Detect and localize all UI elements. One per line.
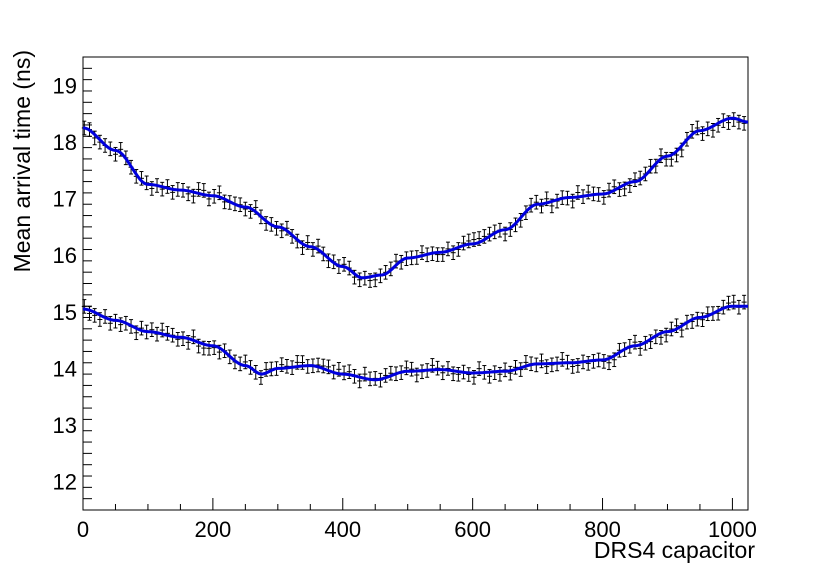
data-point [263, 216, 269, 231]
data-point [341, 257, 347, 272]
data-point [632, 172, 638, 187]
x-tick-label: 1000 [708, 517, 757, 542]
data-point [606, 182, 612, 198]
data-point [450, 366, 456, 382]
data-point [206, 340, 212, 356]
data-point [715, 305, 721, 321]
data-point [497, 366, 503, 382]
fit-curves [82, 116, 749, 382]
y-tick-label: 12 [53, 470, 77, 495]
x-tick-label: 800 [584, 517, 621, 542]
y-tick-label: 19 [53, 73, 77, 98]
data-point [435, 247, 441, 262]
data-point [585, 356, 591, 371]
data-point [357, 272, 363, 288]
y-axis-title: Mean arrival time (ns) [9, 50, 35, 272]
data-point [533, 194, 539, 210]
x-tick-label: 600 [454, 517, 491, 542]
x-tick-label: 0 [77, 517, 89, 542]
data-point [466, 367, 472, 382]
y-tick-label: 15 [53, 300, 77, 325]
fit-curve-1 [82, 116, 749, 280]
data-point [159, 181, 165, 197]
data-point [383, 368, 389, 383]
data-point [419, 245, 425, 260]
x-axis: 0 200 400 600 800 1000 [77, 498, 757, 542]
data-point [242, 201, 248, 217]
data-point [507, 365, 513, 381]
data-point [538, 198, 544, 214]
data-point [663, 151, 669, 167]
data-point [445, 241, 451, 257]
data-point [388, 365, 394, 381]
data-point [455, 366, 461, 382]
data-point [320, 358, 326, 374]
y-tick-label: 14 [53, 356, 77, 381]
x-tick-label: 400 [324, 517, 361, 542]
fit-curve-2 [82, 304, 748, 382]
data-point [700, 312, 706, 327]
data-points [81, 112, 747, 389]
y-tick-label: 16 [53, 243, 77, 268]
y-tick-label: 17 [53, 187, 77, 212]
data-point [450, 245, 456, 260]
data-point [175, 331, 181, 347]
data-point [81, 299, 87, 314]
data-point [138, 320, 144, 336]
data-point [409, 361, 415, 377]
data-point [461, 235, 467, 251]
plot-frame [82, 56, 749, 511]
data-point [346, 364, 352, 379]
x-axis-title: DRS4 capacitor [594, 537, 755, 563]
data-point [538, 353, 544, 369]
data-point [440, 247, 446, 262]
data-point [164, 326, 170, 341]
data-point [518, 362, 524, 377]
data-point [440, 365, 446, 381]
data-point [741, 116, 747, 131]
y-tick-label: 18 [53, 130, 77, 155]
data-point [481, 229, 487, 244]
data-point [544, 359, 550, 374]
data-point [513, 360, 519, 375]
data-point [185, 186, 191, 202]
data-point [736, 114, 742, 130]
y-tick-label: 13 [53, 413, 77, 438]
data-point [310, 242, 316, 257]
y-axis: 12 13 14 15 16 17 18 19 [53, 56, 92, 511]
data-point [222, 194, 228, 210]
x-tick-label: 200 [195, 517, 232, 542]
data-point [149, 322, 155, 337]
